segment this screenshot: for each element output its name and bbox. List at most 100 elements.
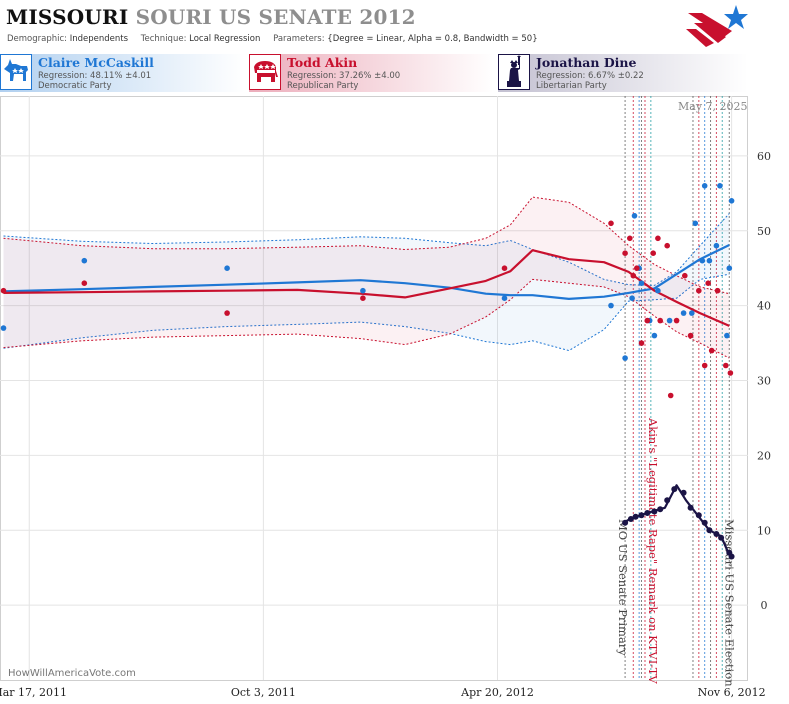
series-todd-akin-point xyxy=(608,220,614,227)
x-tick-label: Oct 3, 2011 xyxy=(231,686,296,699)
as-of-date: May 7, 2025 xyxy=(678,100,748,113)
series-jonathan-dine-point xyxy=(695,512,702,519)
candidate-name: Claire McCaskill xyxy=(38,55,154,70)
series-claire-mccaskill-point xyxy=(629,295,635,301)
series-claire-mccaskill-point xyxy=(680,310,687,316)
series-jonathan-dine-point xyxy=(627,516,634,522)
series-jonathan-dine-point xyxy=(622,519,629,526)
series-claire-mccaskill-point xyxy=(360,287,366,294)
event-label: Missouri US Senate Election xyxy=(723,519,737,687)
series-jonathan-dine-point xyxy=(706,527,713,534)
series-todd-akin-point xyxy=(682,272,688,279)
parameters-label: Parameters: xyxy=(273,34,325,44)
event-label: MO US Senate Primary xyxy=(616,519,630,656)
demographic-value: Independents xyxy=(69,34,129,44)
series-jonathan-dine-point xyxy=(664,497,671,504)
y-tick-label: 50 xyxy=(757,225,771,238)
series-jonathan-dine-trend-line xyxy=(624,484,731,556)
demographic-label: Demographic: xyxy=(7,34,68,44)
series-claire-mccaskill-point xyxy=(724,332,730,339)
y-tick-label: 0 xyxy=(761,599,768,612)
y-tick-label: 30 xyxy=(757,375,771,388)
series-claire-mccaskill-upper-bound xyxy=(3,213,730,286)
technique-value: Local Regression xyxy=(189,34,261,44)
title-race: SOURI US SENATE 2012 xyxy=(135,5,416,29)
series-claire-mccaskill-point xyxy=(631,213,638,219)
series-todd-akin-point xyxy=(705,280,711,286)
series-jonathan-dine-point xyxy=(671,486,678,493)
series-todd-akin-point xyxy=(667,392,674,399)
series-todd-akin-point xyxy=(644,317,651,324)
series-jonathan-dine-point xyxy=(713,531,720,537)
series-todd-akin-point xyxy=(224,310,230,316)
series-claire-mccaskill-point xyxy=(655,287,661,294)
y-tick-label: 10 xyxy=(757,524,771,537)
series-claire-mccaskill-point xyxy=(608,302,614,309)
series-todd-akin-point xyxy=(701,362,708,369)
series-claire-mccaskill-point xyxy=(699,257,706,264)
series-todd-akin-point xyxy=(696,287,702,294)
statue-of-liberty-icon xyxy=(498,54,530,90)
series-todd-akin-point xyxy=(714,287,721,294)
candidate-regression: Regression: 6.67% ±0.22 xyxy=(536,71,644,81)
series-jonathan-dine-point xyxy=(632,513,639,520)
donkey-icon xyxy=(0,54,32,90)
y-tick-label: 60 xyxy=(757,150,771,163)
candidate-dine[interactable]: Jonathan Dine Regression: 6.67% ±0.22 Li… xyxy=(498,54,748,92)
series-claire-mccaskill-band xyxy=(3,213,730,351)
series-jonathan-dine-point xyxy=(687,504,694,511)
series-claire-mccaskill-point xyxy=(717,183,723,189)
series-todd-akin-point xyxy=(638,340,645,346)
series-jonathan-dine-point xyxy=(651,508,658,515)
series-claire-mccaskill-point xyxy=(501,295,508,301)
y-tick-label: 40 xyxy=(757,300,771,313)
series-claire-mccaskill-point xyxy=(692,220,699,227)
site-credit[interactable]: HowWillAmericaVote.com xyxy=(8,668,136,679)
series-todd-akin-point xyxy=(727,370,734,376)
series-claire-mccaskill-point xyxy=(622,355,628,361)
series-todd-akin-point xyxy=(630,272,637,279)
series-claire-mccaskill-point xyxy=(689,310,695,316)
x-tick-label: Apr 20, 2012 xyxy=(460,686,534,699)
series-todd-akin-point xyxy=(687,332,694,339)
x-tick-label: Mar 17, 2011 xyxy=(0,686,67,699)
page-title: MISSOURI SOURI US SENATE 2012 xyxy=(6,5,416,29)
series-claire-mccaskill-trend-line xyxy=(3,244,730,300)
candidate-name: Todd Akin xyxy=(287,55,358,70)
x-tick-label: Nov 6, 2012 xyxy=(698,686,766,699)
series-claire-mccaskill-point xyxy=(713,242,720,249)
candidate-regression: Regression: 48.11% ±4.01 xyxy=(38,71,152,81)
series-claire-mccaskill-point xyxy=(638,280,645,286)
series-todd-akin-point xyxy=(627,235,633,242)
chart: 0 10 20 30 40 50 60 Mar 17, 2011 Oct 3, 2011 Apr … xyxy=(0,96,771,699)
series-todd-akin-point xyxy=(634,265,640,271)
series-todd-akin-point xyxy=(81,280,88,286)
y-tick-label: 20 xyxy=(757,449,771,462)
candidate-name: Jonathan Dine xyxy=(536,55,637,70)
series-todd-akin-point xyxy=(501,265,508,271)
series-todd-akin-point xyxy=(664,242,670,249)
series-jonathan-dine-point xyxy=(680,489,687,496)
series-claire-mccaskill-point xyxy=(666,317,673,324)
series-jonathan-dine-point xyxy=(644,510,651,516)
technique-label: Technique: xyxy=(140,34,187,44)
plot-frame xyxy=(0,96,748,681)
candidate-party: Libertarian Party xyxy=(536,81,607,91)
series-todd-akin-point xyxy=(0,287,7,294)
series-jonathan-dine-point xyxy=(701,519,708,526)
site-logo[interactable] xyxy=(684,3,750,49)
candidate-regression: Regression: 37.26% ±4.00 xyxy=(287,71,401,81)
series-claire-mccaskill-point xyxy=(726,265,733,271)
candidate-mccaskill[interactable]: Claire McCaskill Regression: 48.11% ±4.0… xyxy=(0,54,245,92)
series-jonathan-dine-point xyxy=(657,506,664,513)
series-todd-akin-band xyxy=(3,197,730,359)
series-claire-mccaskill-point xyxy=(0,325,7,331)
series-claire-mccaskill-lower-bound xyxy=(3,273,730,352)
candidate-party: Republican Party xyxy=(287,81,359,91)
candidate-akin[interactable]: Todd Akin Regression: 37.26% ±4.00 Repub… xyxy=(249,54,494,92)
series-todd-akin-point xyxy=(360,295,366,301)
elephant-icon xyxy=(249,54,281,90)
series-claire-mccaskill-point xyxy=(706,257,713,264)
series-jonathan-dine-point xyxy=(728,553,735,560)
title-state: MISSOURI xyxy=(6,5,129,29)
